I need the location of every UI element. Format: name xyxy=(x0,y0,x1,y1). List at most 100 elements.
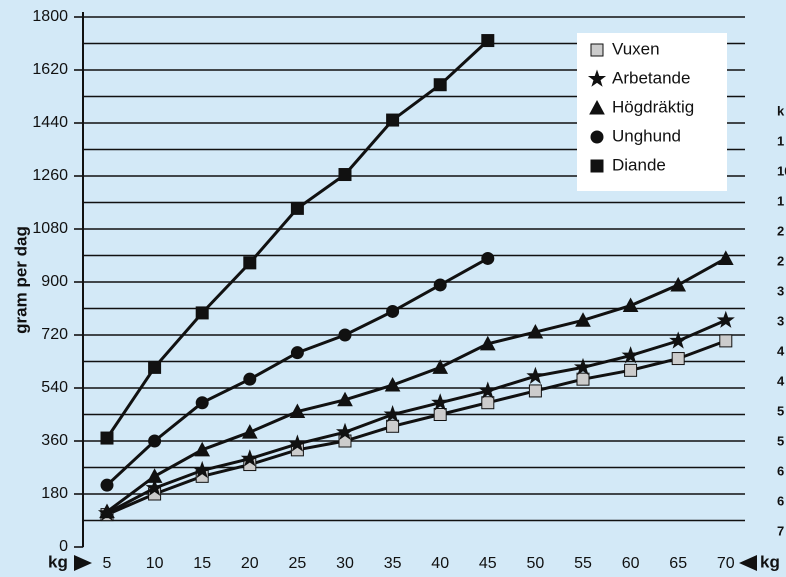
x-tick-label: 55 xyxy=(574,555,592,572)
x-tick-label: 15 xyxy=(193,555,211,572)
x-tick-label: 35 xyxy=(384,555,402,572)
marker xyxy=(337,391,353,407)
marker xyxy=(386,419,400,433)
right-column-text: 5 xyxy=(777,433,784,448)
x-tick-label: 25 xyxy=(289,555,307,572)
legend-label: Diande xyxy=(612,155,666,174)
x-tick-label: 70 xyxy=(717,555,735,572)
y-tick-label: 360 xyxy=(41,432,68,449)
marker xyxy=(383,404,402,423)
marker xyxy=(148,434,162,448)
marker xyxy=(590,43,604,57)
right-column-text: k xyxy=(777,103,785,118)
marker xyxy=(194,441,211,457)
marker xyxy=(671,352,685,366)
marker xyxy=(431,393,450,411)
marker xyxy=(433,278,447,292)
marker xyxy=(193,460,212,479)
marker xyxy=(481,396,495,410)
marker xyxy=(587,69,607,87)
marker xyxy=(243,372,257,386)
right-column-text: 5 xyxy=(777,403,784,418)
marker xyxy=(575,312,591,327)
marker xyxy=(432,359,449,374)
marker xyxy=(146,468,163,483)
right-column-text: 2 xyxy=(777,223,784,238)
marker xyxy=(622,297,639,313)
marker xyxy=(243,256,257,270)
right-column-text: 1 xyxy=(777,193,784,208)
marker xyxy=(195,306,209,320)
right-column-text: 4 xyxy=(777,343,785,358)
marker xyxy=(335,422,355,440)
x-tick-label: 30 xyxy=(336,555,354,572)
marker xyxy=(590,159,604,173)
marker xyxy=(479,335,496,351)
y-tick-label: 1440 xyxy=(32,114,68,131)
marker xyxy=(100,431,114,445)
right-column-text: 3 xyxy=(777,283,784,298)
x-tick-label: 50 xyxy=(527,555,545,572)
marker xyxy=(99,503,115,519)
marker xyxy=(716,310,735,328)
legend-label: Arbetande xyxy=(612,68,690,87)
marker xyxy=(288,434,307,452)
marker xyxy=(195,396,209,410)
marker xyxy=(386,113,400,127)
marker xyxy=(145,478,164,496)
marker xyxy=(481,251,495,265)
right-column-text: 6 xyxy=(777,493,784,508)
right-column-text: 2 xyxy=(777,253,784,268)
marker xyxy=(573,357,593,376)
y-tick-label: 180 xyxy=(41,485,68,502)
x-label-left: kg xyxy=(48,552,68,571)
x-tick-label: 20 xyxy=(241,555,259,572)
x-tick-label: 65 xyxy=(669,555,687,572)
y-tick-label: 900 xyxy=(41,273,68,290)
marker xyxy=(576,372,590,386)
marker xyxy=(624,363,638,377)
y-axis-label: gram per dag xyxy=(11,226,30,334)
right-column-text: 4 xyxy=(777,373,785,388)
marker xyxy=(433,78,447,92)
marker xyxy=(384,377,401,392)
plot xyxy=(97,34,735,522)
marker xyxy=(590,130,604,144)
y-tick-label: 1260 xyxy=(32,167,68,184)
marker xyxy=(386,304,400,318)
marker xyxy=(148,360,162,374)
y-tick-label: 1080 xyxy=(32,220,68,237)
y-tick-label: 720 xyxy=(41,326,68,343)
marker xyxy=(669,331,688,349)
marker xyxy=(478,381,497,399)
x-tick-label: 10 xyxy=(146,555,164,572)
legend: Vuxen Arbetande Högdräktig Unghund Diande xyxy=(577,33,727,191)
marker xyxy=(240,449,259,467)
marker xyxy=(338,168,352,182)
right-column-text: 7 xyxy=(777,523,784,538)
legend-label: Unghund xyxy=(612,126,681,145)
marker xyxy=(621,346,640,364)
arrow-left xyxy=(739,555,757,571)
x-tick-label: 60 xyxy=(622,555,640,572)
series-line xyxy=(106,257,727,513)
arrow-right xyxy=(74,555,92,571)
marker xyxy=(589,99,605,115)
x-tick-label: 5 xyxy=(103,555,112,572)
x-label-right: kg xyxy=(760,552,780,571)
marker xyxy=(481,34,495,48)
marker xyxy=(670,276,687,292)
marker xyxy=(719,334,733,348)
marker xyxy=(289,403,306,419)
y-tick-label: 1620 xyxy=(32,61,68,78)
marker xyxy=(526,366,545,384)
y-tick-label: 0 xyxy=(59,538,68,555)
marker xyxy=(241,424,258,439)
marker xyxy=(290,346,304,360)
x-tick-label: 40 xyxy=(431,555,449,572)
marker xyxy=(100,478,114,492)
right-column-text: 1 xyxy=(777,133,784,148)
marker xyxy=(527,324,544,339)
